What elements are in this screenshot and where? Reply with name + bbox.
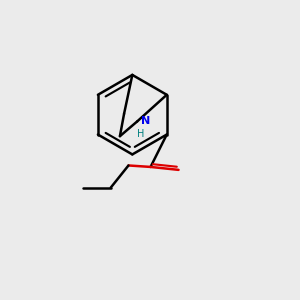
Text: N: N xyxy=(141,116,150,126)
Text: H: H xyxy=(137,129,144,139)
